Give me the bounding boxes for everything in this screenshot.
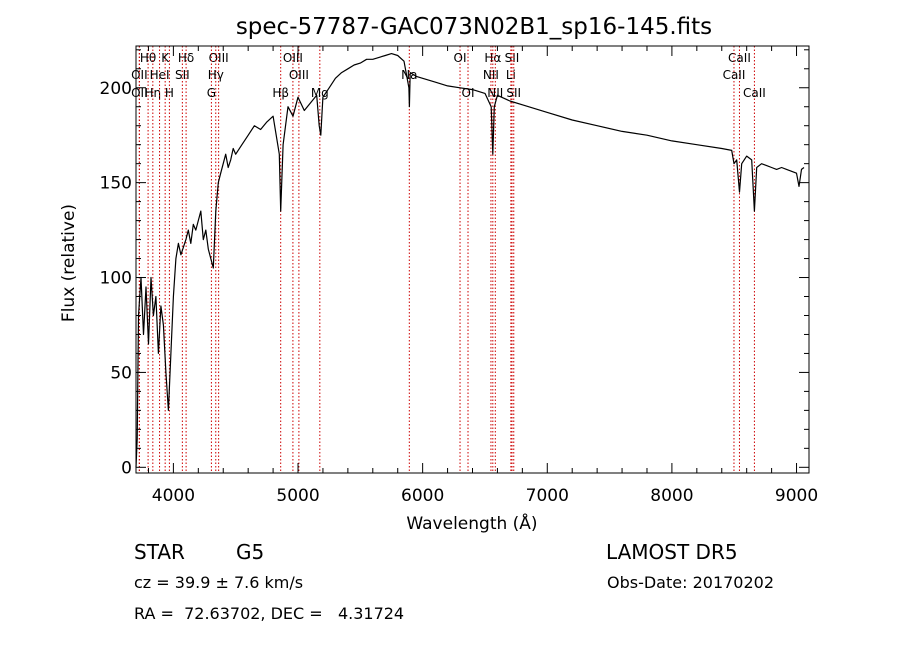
plot-frame — [135, 45, 810, 474]
y-tick-label: 150 — [100, 174, 132, 194]
x-tick-label: 5000 — [276, 486, 319, 506]
y-tick-label: 100 — [100, 269, 132, 289]
line-marker-label: Hθ — [140, 51, 156, 65]
line-marker-label: G — [207, 86, 216, 100]
line-marker-label: Hβ — [272, 86, 289, 100]
line-marker-label: Li — [506, 68, 516, 82]
line-marker-label: OIII — [209, 51, 229, 65]
y-tick-label: 200 — [100, 79, 132, 99]
line-marker-label: Hη — [145, 86, 162, 100]
line-marker-label: Hα — [484, 51, 501, 65]
line-marker-label: OIII — [283, 51, 303, 65]
line-marker-label: SII — [505, 51, 520, 65]
x-tick-label: 8000 — [650, 486, 693, 506]
redshift-velocity: cz = 39.9 ± 7.6 km/s — [134, 573, 304, 592]
line-marker-label: OI — [454, 51, 467, 65]
line-marker-label: Na — [401, 68, 417, 82]
coordinates: RA = 72.63702, DEC = 4.31724 — [134, 604, 405, 623]
y-tick-label: 0 — [121, 458, 132, 478]
y-tick-label: 50 — [110, 363, 132, 383]
chart-title: spec-57787-GAC073N02B1_sp16-145.fits — [236, 14, 712, 40]
line-marker-label: NII — [483, 68, 499, 82]
line-marker-label: Hδ — [178, 51, 194, 65]
object-type: STAR — [134, 540, 185, 564]
line-marker-label: NII — [487, 86, 503, 100]
line-marker-label: H — [165, 86, 174, 100]
x-tick-label: 7000 — [526, 486, 569, 506]
spectrum-line-group — [135, 52, 805, 468]
x-tick-label: 4000 — [152, 486, 195, 506]
spectrum-line — [135, 52, 805, 468]
x-tick-label: 6000 — [401, 486, 444, 506]
y-axis-label: Flux (relative) — [59, 204, 79, 322]
obs-date: Obs-Date: 20170202 — [607, 573, 775, 592]
axes-ticks: 4000 5000 6000 7000 8000 9000 0 50 100 150 200 — [100, 46, 818, 506]
line-marker-label: OII — [131, 86, 148, 100]
line-marker-label: OIII — [289, 68, 309, 82]
line-marker-label: SII — [175, 68, 190, 82]
x-axis-label: Wavelength (Å) — [406, 512, 537, 534]
line-marker-label: CaII — [728, 51, 751, 65]
x-tick-label: 9000 — [775, 486, 818, 506]
subclass: G5 — [236, 540, 265, 564]
line-marker-label: K — [161, 51, 170, 65]
line-marker-label: Hγ — [208, 68, 224, 82]
survey-name: LAMOST DR5 — [606, 540, 738, 564]
line-marker-label: HeI — [150, 68, 170, 82]
line-marker-label: CaII — [723, 68, 746, 82]
line-marker-label: SII — [506, 86, 521, 100]
line-marker-label: CaII — [743, 86, 766, 100]
